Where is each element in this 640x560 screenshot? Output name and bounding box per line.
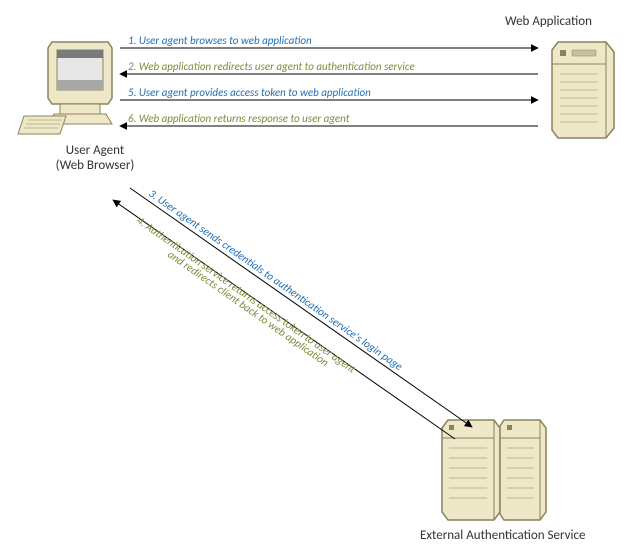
web-app-icon	[552, 42, 614, 138]
step1-text: 1. User agent browses to web application	[128, 34, 312, 47]
auth-flow-diagram: 1. User agent browses to web application…	[0, 0, 640, 560]
diagram-svg: 1. User agent browses to web application…	[0, 0, 640, 560]
auth-service-icon	[442, 420, 546, 520]
user-agent-label-l1: User Agent	[50, 143, 140, 158]
step5-text: 5. User agent provides access token to w…	[128, 86, 371, 99]
step6-text: 6. Web application returns response to u…	[128, 112, 350, 125]
user-agent-label-l2: (Web Browser)	[50, 158, 140, 173]
user-agent-icon	[18, 42, 112, 134]
arrow-step3	[130, 188, 472, 427]
auth-service-label: External Authentication Service	[420, 528, 585, 543]
step2-text: 2. Web application redirects user agent …	[128, 60, 415, 73]
user-agent-label: User Agent (Web Browser)	[50, 143, 140, 173]
step4a-text: 4. Authentication service returns access…	[134, 214, 358, 376]
step3-text: 3. User agent sends credentials to authe…	[146, 187, 405, 373]
web-app-label: Web Application	[505, 14, 592, 29]
